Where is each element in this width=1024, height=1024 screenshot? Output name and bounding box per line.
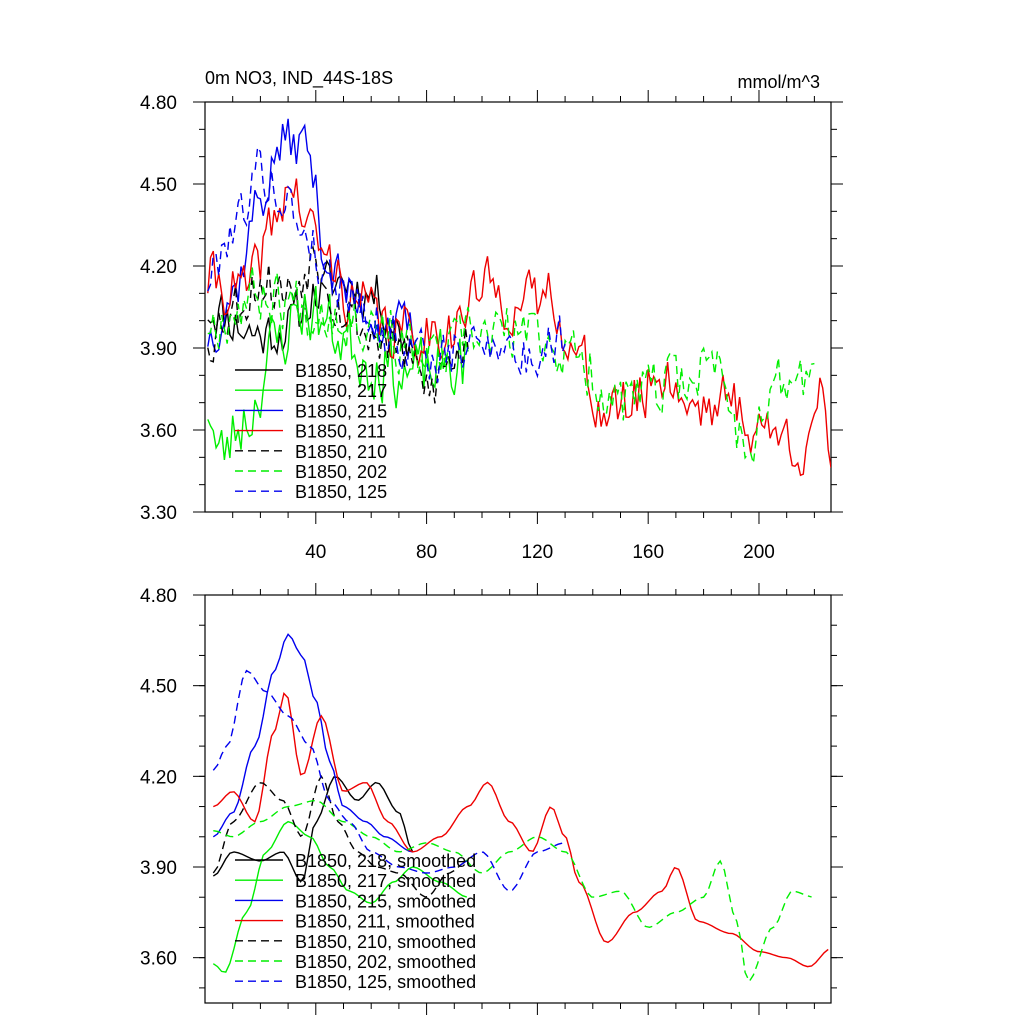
- series-line-0: [212, 776, 414, 883]
- legend-label: B1850, 202, smoothed: [295, 952, 476, 972]
- plot-frame: [204, 101, 832, 513]
- x-tick-label: 200: [743, 542, 775, 563]
- legend-label: B1850, 218: [295, 361, 387, 381]
- legend-label: B1850, 202: [295, 462, 387, 482]
- series-line-5: [213, 800, 812, 983]
- series-line-2: [207, 118, 414, 354]
- y-tick-labels: 3.60 3.90 4.20 4.50 4.80: [140, 586, 177, 970]
- y-tick-label: 3.60: [140, 421, 177, 442]
- y-tick-labels: 3.30 3.60 3.90 4.20 4.50 4.80: [140, 93, 177, 524]
- series-line-4: [212, 774, 468, 898]
- y-tick-label: 4.80: [140, 93, 177, 114]
- legend-label: B1850, 217: [295, 381, 387, 401]
- x-tick-label: 120: [522, 542, 554, 563]
- y-tick-label: 3.90: [140, 339, 177, 360]
- x-tick-label: 160: [632, 542, 664, 563]
- y-tick-label: 4.80: [140, 586, 177, 607]
- legend-label: B1850, 210: [295, 442, 387, 462]
- chart-title: 0m NO3, IND_44S-18S: [205, 68, 393, 89]
- axis-ticks: [193, 90, 843, 524]
- legend-label: B1850, 218, smoothed: [295, 851, 476, 871]
- series-lines: [212, 633, 829, 983]
- y-tick-label: 4.50: [140, 175, 177, 196]
- series-line-6: [212, 669, 563, 892]
- series-line-2: [212, 633, 413, 853]
- legend-label: B1850, 125, smoothed: [295, 972, 476, 992]
- series-line-6: [207, 145, 566, 383]
- y-tick-label: 3.30: [140, 503, 177, 524]
- series-line-0: [207, 259, 414, 357]
- series-lines: [207, 118, 831, 477]
- y-tick-label: 4.50: [140, 677, 177, 698]
- legend-label: B1850, 125: [295, 482, 387, 502]
- y-tick-label: 3.90: [140, 858, 177, 879]
- top-chart: 0m NO3, IND_44S-18S mmol/m^3 3.30 3.60 3.9…: [140, 68, 843, 563]
- y-tick-label: 4.20: [140, 257, 177, 278]
- legend-label: B1850, 217, smoothed: [295, 871, 476, 891]
- legend-label: B1850, 215, smoothed: [295, 891, 476, 911]
- plot-frame: [204, 594, 832, 1004]
- x-tick-labels: 40 80 120 160 200: [305, 542, 775, 563]
- series-line-1: [207, 286, 469, 460]
- axis-ticks: [193, 583, 843, 1015]
- units-label: mmol/m^3: [738, 72, 820, 92]
- legend-label: B1850, 210, smoothed: [295, 932, 476, 952]
- bottom-chart: 3.60 3.90 4.20 4.50 4.80 B1850, 218, smoothe…: [140, 583, 843, 1015]
- legend-label: B1850, 215: [295, 401, 387, 421]
- legend-label: B1850, 211: [295, 422, 386, 442]
- legend-label: B1850, 211, smoothed: [295, 912, 475, 932]
- y-tick-label: 3.60: [140, 949, 177, 970]
- series-line-4: [207, 245, 469, 404]
- series-line-3: [213, 691, 829, 968]
- x-tick-label: 40: [305, 542, 326, 563]
- y-tick-label: 4.20: [140, 767, 177, 788]
- x-tick-label: 80: [416, 542, 437, 563]
